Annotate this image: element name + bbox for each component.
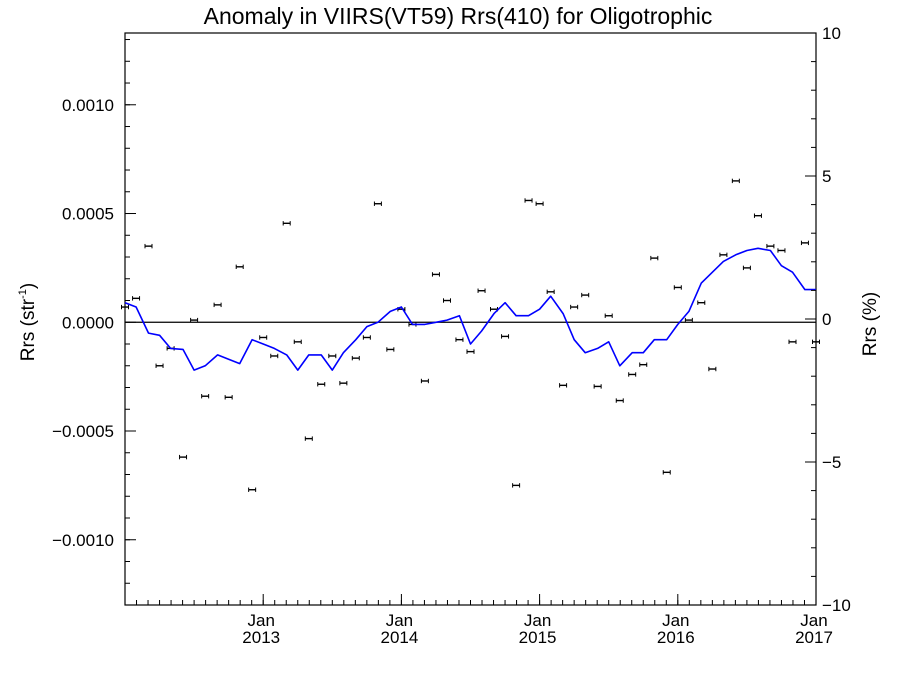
data-point (132, 296, 141, 301)
chart-title: Anomaly in VIIRS(VT59) Rrs(410) for Olig… (204, 3, 713, 29)
y-axis-left-label-superscript: -1 (17, 289, 29, 299)
data-point (477, 288, 486, 293)
data-point (155, 363, 164, 368)
data-point (443, 298, 452, 303)
data-point (697, 300, 706, 305)
data-point (777, 248, 786, 253)
data-point (524, 198, 533, 203)
data-point (581, 292, 590, 298)
left-y-axis: 0.0010 0.0005 0.0000 −0.0005 −0.0010 (52, 39, 136, 606)
y-left-tick-label: −0.0005 (52, 422, 114, 441)
data-point (386, 347, 395, 352)
data-point (201, 394, 210, 399)
data-point (615, 398, 624, 403)
data-point (501, 334, 510, 339)
x-tick-year-label: 2016 (657, 628, 695, 647)
data-point (731, 178, 740, 184)
y-right-tick-label: −10 (822, 596, 851, 615)
data-point (144, 243, 153, 249)
data-point (190, 317, 199, 323)
x-tick-year-label: 2017 (795, 628, 833, 647)
y-right-tick-label: −5 (822, 453, 841, 472)
data-point (224, 395, 233, 400)
data-point (650, 255, 659, 261)
x-tick-year-label: 2013 (242, 628, 280, 647)
y-axis-left-label: Rrs (str-1) (17, 283, 39, 361)
y-right-tick-label: 10 (822, 24, 841, 43)
data-point (282, 221, 291, 226)
data-point (362, 335, 371, 340)
y-axis-left-label-main: Rrs (str (18, 298, 39, 361)
data-point (512, 483, 521, 488)
data-point (673, 285, 682, 290)
plot-frame (124, 32, 817, 606)
data-point (259, 335, 268, 340)
y-left-tick-label: 0.0000 (62, 313, 114, 332)
data-point (766, 243, 775, 249)
data-point (662, 470, 671, 475)
plot-area (121, 32, 820, 606)
data-point (420, 378, 429, 384)
data-point (639, 362, 648, 367)
x-tick-month-label: Jan (800, 611, 827, 630)
y-right-tick-label: 5 (822, 167, 831, 186)
data-point (788, 339, 797, 345)
data-point (559, 383, 568, 388)
data-point (373, 201, 382, 206)
trend-line (124, 247, 816, 371)
data-point (304, 436, 313, 441)
y-axis-left-label-close: ) (18, 283, 39, 289)
x-tick-month-label: Jan (386, 611, 413, 630)
data-point (235, 264, 244, 270)
x-tick-month-label: Jan (662, 611, 689, 630)
x-tick-year-label: 2014 (380, 628, 418, 647)
data-point (593, 384, 602, 389)
data-point (546, 289, 555, 295)
data-point (812, 339, 820, 345)
data-point (213, 302, 222, 308)
data-point (719, 252, 728, 258)
data-point (351, 355, 360, 361)
data-point (708, 366, 717, 372)
data-point (742, 265, 751, 271)
data-point (604, 313, 613, 318)
right-y-axis: 10 5 0 −5 −10 (805, 24, 851, 615)
y-left-tick-label: −0.0010 (52, 531, 114, 550)
data-point (293, 339, 302, 345)
y-left-tick-label: 0.0010 (62, 96, 114, 115)
y-axis-right-label: Rrs (%) (860, 292, 881, 356)
data-point (248, 487, 257, 492)
data-point (455, 337, 464, 342)
data-point (121, 304, 129, 310)
data-point (431, 272, 440, 277)
y-right-tick-label: 0 (822, 310, 831, 329)
x-tick-month-label: Jan (247, 611, 274, 630)
data-point (317, 382, 326, 387)
data-point (535, 201, 544, 206)
data-point (570, 304, 579, 310)
data-point (800, 240, 809, 246)
data-point (684, 317, 693, 323)
data-point (628, 372, 637, 377)
x-tick-month-label: Jan (524, 611, 551, 630)
x-tick-year-label: 2015 (519, 628, 557, 647)
data-point (466, 349, 475, 354)
data-point (339, 380, 348, 386)
y-left-tick-label: 0.0005 (62, 205, 114, 224)
data-point (270, 353, 279, 359)
data-point (179, 454, 188, 460)
data-point (753, 213, 762, 218)
data-point (328, 353, 337, 359)
